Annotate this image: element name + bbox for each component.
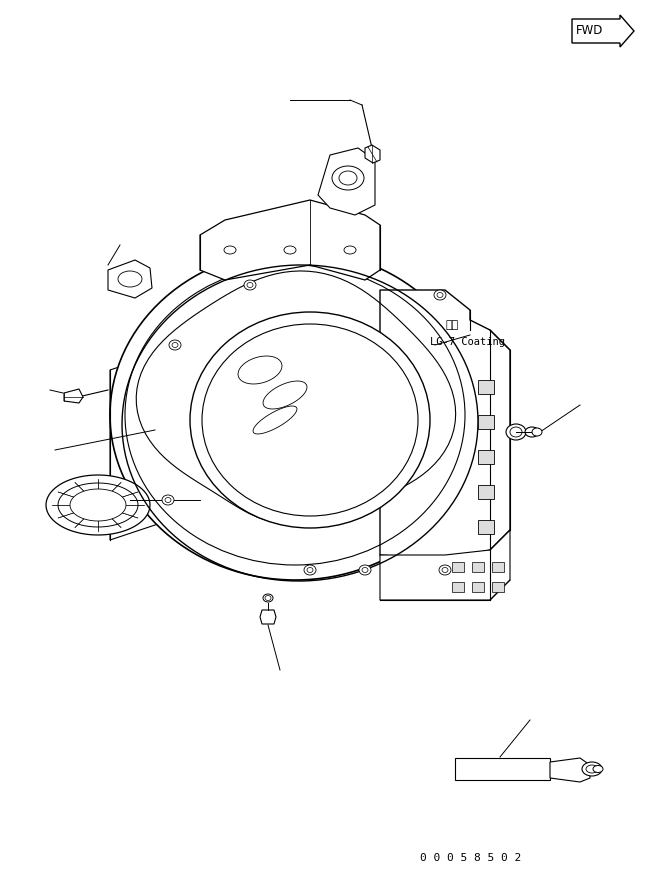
Polygon shape [64,389,83,403]
Text: 塗布: 塗布 [445,320,458,330]
Ellipse shape [506,424,526,440]
Polygon shape [46,475,150,535]
Polygon shape [260,610,276,624]
Bar [478,485,494,499]
Ellipse shape [582,762,602,776]
Polygon shape [70,489,126,521]
Polygon shape [380,530,510,600]
Bar [455,758,550,780]
Ellipse shape [359,565,371,575]
Ellipse shape [593,766,603,773]
Ellipse shape [190,312,430,528]
Ellipse shape [304,565,316,575]
Bar [492,562,504,572]
Polygon shape [380,290,510,560]
Ellipse shape [263,594,273,602]
Text: 0 0 0 5 8 5 0 2: 0 0 0 5 8 5 0 2 [420,853,521,863]
Bar [478,380,494,394]
Bar [478,415,494,429]
Text: FWD: FWD [576,24,604,37]
Polygon shape [58,483,138,527]
Polygon shape [550,758,590,782]
Ellipse shape [532,428,542,436]
Polygon shape [365,145,380,163]
Bar [492,582,504,592]
Ellipse shape [244,280,256,290]
Bar [478,520,494,534]
Ellipse shape [110,250,480,580]
Ellipse shape [525,427,539,437]
Ellipse shape [439,565,451,575]
Ellipse shape [434,290,446,300]
Bar [452,562,464,572]
Polygon shape [318,148,375,215]
Polygon shape [108,260,152,298]
Ellipse shape [169,340,181,350]
Bar [472,562,484,572]
Polygon shape [572,15,634,47]
Text: LG-7 Coating: LG-7 Coating [430,337,505,347]
Ellipse shape [162,495,174,505]
Bar [478,450,494,464]
Bar [472,582,484,592]
Polygon shape [200,200,380,280]
Polygon shape [110,340,200,540]
Bar [452,582,464,592]
